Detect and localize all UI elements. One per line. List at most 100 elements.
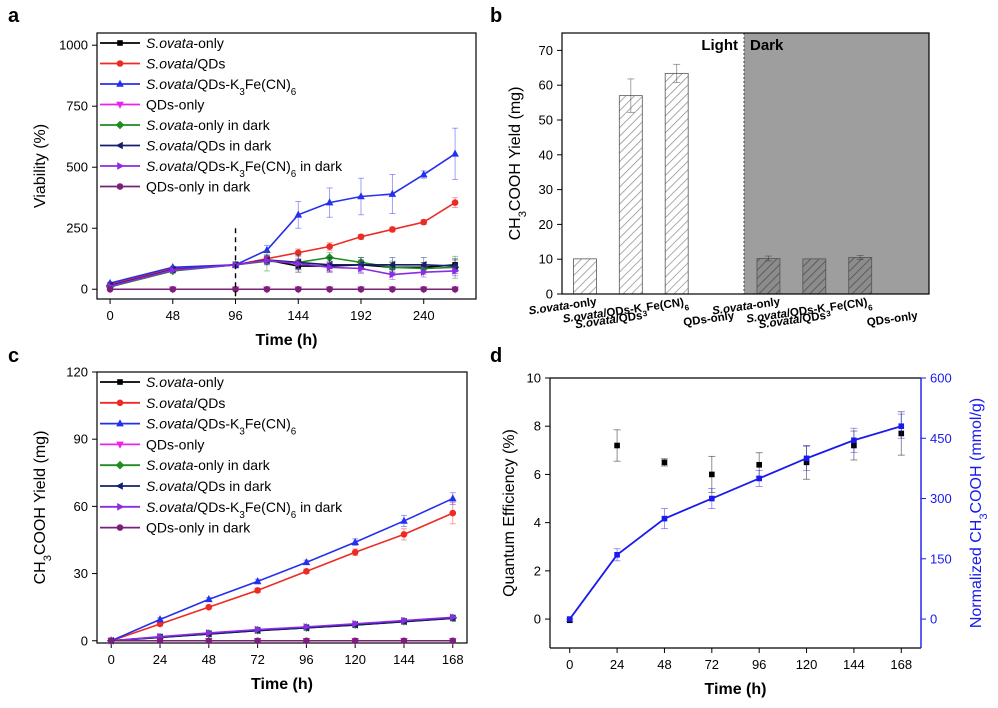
data-point (294, 249, 302, 256)
category-label: S.ovata-only (528, 296, 598, 317)
data-point (326, 285, 333, 293)
legend-entry: S.ovata-only (100, 374, 224, 390)
data-point (709, 471, 715, 478)
y-tick-label: 50 (539, 113, 553, 128)
data-point (156, 620, 164, 628)
y-tick-label: 60 (74, 499, 88, 514)
y-axis-title: Quantum Efficiency (%) (501, 429, 518, 597)
y-tick-label: 500 (66, 160, 88, 175)
legend-marker (115, 460, 125, 470)
bar (756, 258, 781, 295)
legend-entry: S.ovata/QDs-K3Fe(CN)6 (100, 76, 297, 98)
data-point (351, 548, 359, 556)
category-label: S.ovata/QDs-K3Fe(CN)6 (562, 296, 690, 329)
legend-entry: S.ovata/QDs (100, 395, 225, 411)
right-y-tick-label: 300 (930, 491, 952, 506)
data-point (389, 226, 396, 233)
y-tick-label: 30 (74, 566, 88, 581)
legend-label: QDs-only (146, 97, 204, 113)
series-s-ovata-qds (107, 501, 457, 645)
legend-label: QDs-only in dark (146, 179, 251, 195)
x-tick-label: 72 (250, 652, 264, 667)
y-tick-label: 60 (539, 78, 553, 93)
series-line (111, 616, 453, 642)
data-point (106, 285, 114, 293)
data-point (401, 616, 409, 625)
x-tick-label: 240 (413, 308, 435, 323)
legend-marker (116, 79, 124, 87)
data-point (389, 270, 397, 279)
bar (573, 258, 597, 295)
x-tick-label: 192 (350, 308, 372, 323)
data-point (351, 537, 359, 546)
data-point (107, 637, 115, 645)
data-point (451, 149, 459, 157)
x-tick-label: 144 (843, 657, 865, 672)
y-axis-title: Viability (%) (32, 124, 49, 208)
panel-letter-d: d (490, 345, 502, 367)
x-tick-label: 120 (796, 657, 818, 672)
y-tick-label: 750 (66, 99, 88, 114)
data-point (352, 619, 360, 628)
legend-label: S.ovata/QDs in dark (146, 478, 272, 494)
light-region-label: Light (701, 37, 738, 54)
dark-region-shade (744, 33, 929, 294)
legend-entry: S.ovata/QDs (100, 56, 225, 72)
data-point (449, 509, 457, 517)
series-line (109, 153, 456, 284)
legend-entry: QDs-only in dark (100, 179, 251, 195)
data-point (400, 516, 408, 524)
plot-frame (96, 371, 468, 644)
y-tick-label: 250 (66, 221, 88, 236)
category-label: S.ovata-only (711, 296, 781, 317)
series-line (110, 512, 454, 642)
data-point (357, 192, 365, 200)
data-point (400, 531, 408, 538)
legend-marker (117, 503, 125, 511)
legend-marker (115, 120, 125, 130)
legend-marker (116, 419, 124, 427)
y-tick-label: 10 (539, 252, 553, 267)
data-point (254, 587, 261, 594)
data-point (388, 189, 397, 197)
x-tick-label: 72 (705, 657, 719, 672)
legend-marker (116, 183, 124, 190)
legend-label: S.ovata-only (146, 35, 224, 51)
legend-label: S.ovata/QDs in dark (146, 138, 272, 154)
data-point (264, 256, 272, 265)
data-point (358, 264, 366, 273)
legend-label: S.ovata/QDs-K3Fe(CN)6 in dark (146, 158, 343, 180)
legend-entry: S.ovata-only (100, 35, 224, 51)
legend-entry: S.ovata/QDs-K3Fe(CN)6 in dark (100, 158, 343, 180)
y-tick-label: 6 (534, 467, 541, 482)
x-tick-label: 24 (610, 657, 624, 672)
data-point (205, 595, 213, 603)
y-axis-title: CH3COOH Yield (mg) (32, 431, 54, 585)
panel-c-yield-time-chart: 0 24 48 72 96 120 144 168 0 30 60 90 120 Time (h) CH3C… (32, 365, 468, 693)
data-point (205, 637, 213, 645)
bar (618, 95, 643, 295)
legend-label: S.ovata-only in dark (146, 117, 271, 133)
data-point (325, 198, 334, 206)
x-axis-title: Time (h) (705, 681, 767, 698)
data-point (232, 285, 239, 293)
legend-entry: S.ovata/QDs-K3Fe(CN)6 (100, 416, 297, 437)
y-tick-label: 0 (546, 287, 553, 302)
plot-frame (96, 32, 477, 300)
legend-marker (117, 379, 123, 385)
x-tick-label: 0 (106, 308, 113, 323)
data-point (451, 199, 459, 206)
data-point (205, 603, 213, 611)
y-tick-label: 40 (539, 147, 553, 162)
right-y-axis-title: Normalized CH3COOH (mmol/g) (968, 398, 990, 628)
y-tick-label: 4 (534, 515, 541, 530)
data-point (232, 261, 240, 269)
legend-marker (115, 141, 123, 150)
data-point (356, 261, 364, 269)
legend-entry: S.ovata/QDs-K3Fe(CN)6 in dark (100, 499, 343, 520)
x-tick-label: 0 (566, 657, 573, 672)
legend-marker (116, 441, 124, 449)
legend-label: S.ovata/QDs (146, 56, 225, 72)
legend-label: S.ovata-only (146, 374, 224, 390)
